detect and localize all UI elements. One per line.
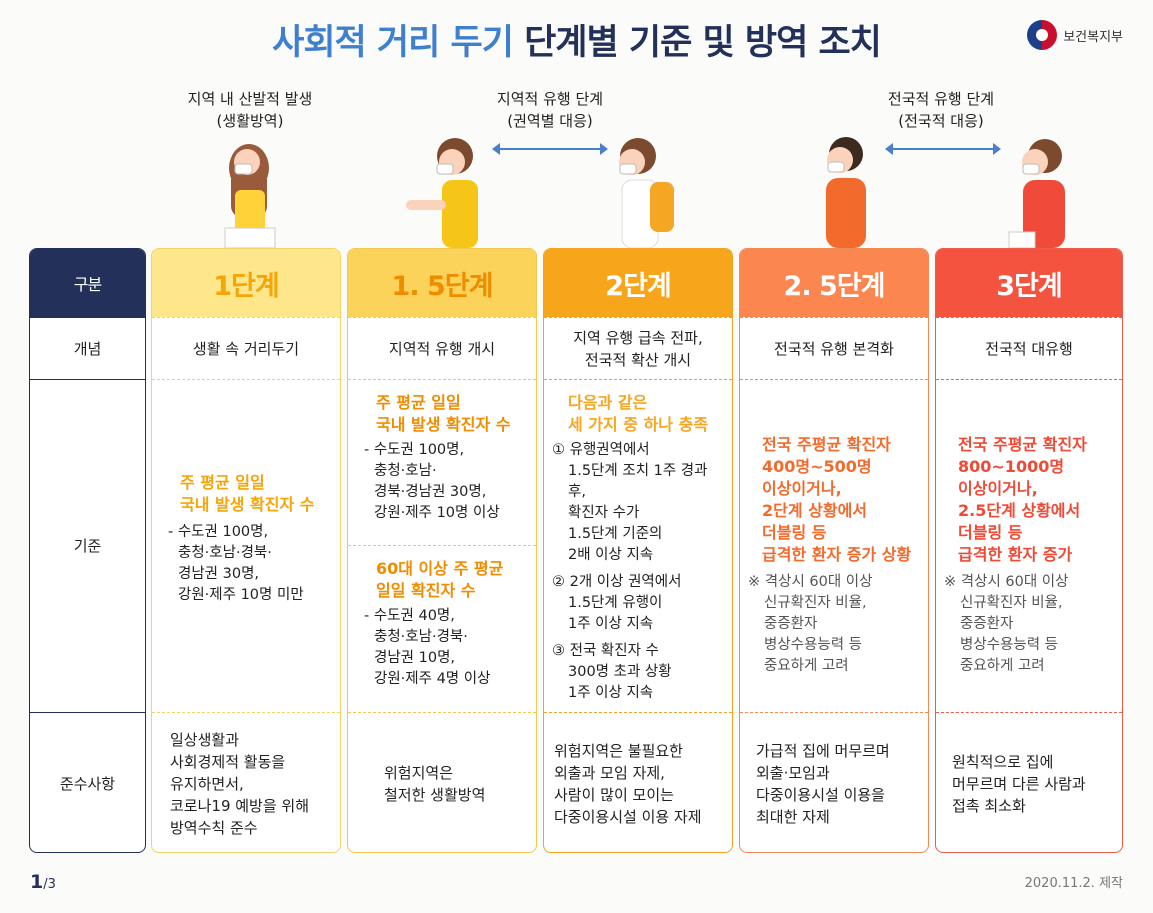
person-figure-icon bbox=[406, 138, 478, 248]
stage-criteria: 주 평균 일일 국내 발생 확진자 수 - 수도권 100명, 충청·호남· 경… bbox=[348, 379, 536, 712]
phase-label-2: 지역적 유행 단계 (권역별 대응) bbox=[496, 90, 604, 130]
page-title: 사회적 거리 두기 단계별 기준 및 방역 조치 bbox=[0, 14, 1153, 65]
production-date: 2020.11.2. 제작 bbox=[1024, 876, 1123, 891]
stage-name: 2단계 bbox=[544, 249, 732, 317]
phase-label-3: 전국적 유행 단계 (전국적 대응) bbox=[887, 90, 995, 130]
stage-compliance: 원칙적으로 집에 머무르며 다른 사람과 접촉 최소화 bbox=[936, 712, 1122, 852]
title-part2: 단계별 기준 및 방역 조치 bbox=[524, 23, 882, 63]
person-figure-icon bbox=[224, 144, 276, 248]
stage-name: 1. 5단계 bbox=[348, 249, 536, 317]
stage-column-2-5: 2. 5단계 전국적 유행 본격화 전국 주평균 확진자 400명~500명 이… bbox=[739, 248, 929, 853]
page-indicator: 1/3 bbox=[30, 871, 56, 893]
double-arrow-icon bbox=[492, 143, 608, 155]
stage-criteria: 주 평균 일일 국내 발생 확진자 수 - 수도권 100명, 충청·호남·경북… bbox=[152, 379, 340, 712]
label-column: 구분 개념 기준 준수사항 bbox=[29, 248, 146, 853]
stage-concept: 전국적 유행 본격화 bbox=[740, 317, 928, 379]
stage-name: 2. 5단계 bbox=[740, 249, 928, 317]
label-criteria: 기준 bbox=[30, 379, 145, 712]
stage-criteria: 전국 주평균 확진자 800~1000명 이상이거나, 2.5단계 상황에서 더… bbox=[936, 379, 1122, 712]
stage-column-2: 2단계 지역 유행 급속 전파, 전국적 확산 개시 다음과 같은 세 가지 중… bbox=[543, 248, 733, 853]
stage-compliance: 위험지역은 철저한 생활방역 bbox=[348, 712, 536, 852]
stage-compliance: 가급적 집에 머무르며 외출·모임과 다중이용시설 이용을 최대한 자제 bbox=[740, 712, 928, 852]
label-concept: 개념 bbox=[30, 317, 145, 379]
phase-label-1: 지역 내 산발적 발생 (생활방역) bbox=[187, 90, 313, 130]
stage-criteria: 전국 주평균 확진자 400명~500명 이상이거나, 2단계 상황에서 더블링… bbox=[740, 379, 928, 712]
label-head: 구분 bbox=[30, 249, 145, 317]
stage-name: 1단계 bbox=[152, 249, 340, 317]
ministry-logo: 보건복지부 bbox=[1027, 20, 1123, 50]
stage-concept: 지역 유행 급속 전파, 전국적 확산 개시 bbox=[544, 317, 732, 379]
ministry-name: 보건복지부 bbox=[1063, 29, 1123, 45]
stage-compliance: 일상생활과 사회경제적 활동을 유지하면서, 코로나19 예방을 위해 방역수칙… bbox=[152, 712, 340, 852]
criteria-block-b: 60대 이상 주 평균 일일 확진자 수 - 수도권 40명, 충청·호남·경북… bbox=[364, 559, 504, 687]
stage-column-3: 3단계 전국적 대유행 전국 주평균 확진자 800~1000명 이상이거나, … bbox=[935, 248, 1123, 853]
criteria-block-a: 주 평균 일일 국내 발생 확진자 수 - 수도권 100명, 충청·호남· 경… bbox=[348, 380, 536, 546]
stage-column-1: 1단계 생활 속 거리두기 주 평균 일일 국내 발생 확진자 수 - 수도권 … bbox=[151, 248, 341, 853]
stage-criteria: 다음과 같은 세 가지 중 하나 충족 ① 유행권역에서 1.5단계 조치 1주… bbox=[544, 379, 732, 712]
stage-concept: 전국적 대유행 bbox=[936, 317, 1122, 379]
label-compliance: 준수사항 bbox=[30, 712, 145, 852]
person-figure-icon bbox=[1008, 139, 1065, 248]
taegeuk-seal-icon bbox=[1027, 20, 1058, 50]
double-arrow-icon bbox=[885, 143, 1001, 155]
stage-concept: 생활 속 거리두기 bbox=[152, 317, 340, 379]
stage-concept: 지역적 유행 개시 bbox=[348, 317, 536, 379]
stage-compliance: 위험지역은 불필요한 외출과 모임 자제, 사람이 많이 모이는 다중이용시설 … bbox=[544, 712, 732, 852]
stage-column-1-5: 1. 5단계 지역적 유행 개시 주 평균 일일 국내 발생 확진자 수 - 수… bbox=[347, 248, 537, 853]
title-part1: 사회적 거리 두기 bbox=[272, 23, 514, 63]
person-figure-icon bbox=[619, 138, 674, 248]
stage-name: 3단계 bbox=[936, 249, 1122, 317]
person-figure-icon bbox=[826, 137, 866, 248]
